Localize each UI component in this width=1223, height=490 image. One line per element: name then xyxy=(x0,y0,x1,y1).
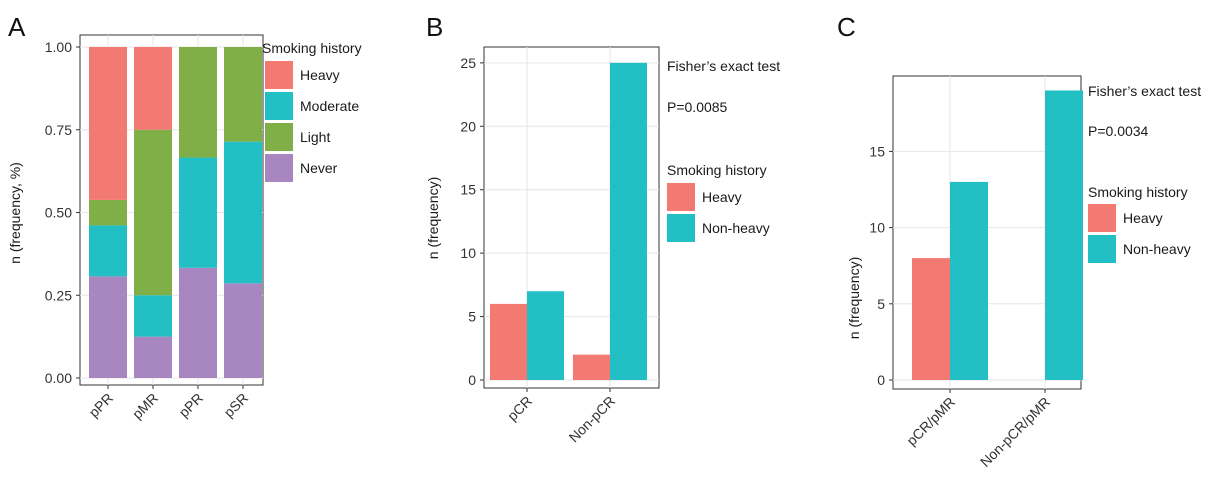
y-tick-label-b: 10 xyxy=(460,245,476,261)
y-tick-label-a: 0.25 xyxy=(45,287,72,303)
test-name-c: Fisher’s exact test xyxy=(1088,83,1201,99)
bar-a-heavy-1 xyxy=(89,47,127,200)
bar-a-moderate-2 xyxy=(134,295,172,337)
p-value-c: P=0.0034 xyxy=(1088,123,1149,139)
panel-b: B 0 5 10 15 20 25 pCR Non-pCR n (frequency) Fi… xyxy=(425,12,780,445)
bar-b-non-heavy-1 xyxy=(527,291,564,380)
p-value-b: P=0.0085 xyxy=(667,99,728,115)
bars-b xyxy=(490,62,647,380)
legend-key-c-heavy xyxy=(1088,204,1116,232)
x-ticks-b: pCR Non-pCR xyxy=(504,388,618,445)
y-tick-label-a: 0.50 xyxy=(45,205,72,221)
bar-a-light-2 xyxy=(134,129,172,296)
bar-b-heavy-2 xyxy=(573,354,610,380)
panel-a: A 0.00 0.25 0.50 0.75 1.00 pPR pMR pPR pSR n (f… xyxy=(7,12,362,422)
legend-key-a-heavy xyxy=(265,61,293,89)
legend-a: Smoking history Heavy Moderate Light Never xyxy=(262,40,362,182)
plot-area-b xyxy=(483,46,660,389)
y-tick-label-b: 25 xyxy=(460,55,476,71)
panel-letter-c: C xyxy=(837,12,856,42)
bar-a-moderate-3 xyxy=(179,157,217,268)
y-ticks-a: 0.00 0.25 0.50 0.75 1.00 xyxy=(45,39,80,386)
plot-area-a xyxy=(79,34,264,386)
bar-a-moderate-1 xyxy=(89,225,127,277)
x-tick-label-c: pCR/pMR xyxy=(903,394,958,449)
legend-label-c-heavy: Heavy xyxy=(1123,210,1163,226)
y-tick-label-b: 0 xyxy=(468,372,476,388)
x-tick-label-a: pSR xyxy=(221,390,252,421)
x-tick-label-c: Non-pCR/pMR xyxy=(977,394,1053,470)
y-tick-label-c: 10 xyxy=(869,220,885,236)
bar-b-non-heavy-2 xyxy=(610,62,647,380)
bar-a-never-3 xyxy=(179,267,217,378)
y-tick-label-b: 15 xyxy=(460,182,476,198)
bar-b-heavy-1 xyxy=(490,303,527,380)
x-ticks-c: pCR/pMR Non-pCR/pMR xyxy=(903,389,1053,470)
legend-title-c: Smoking history xyxy=(1088,184,1188,200)
legend-key-b-heavy xyxy=(667,183,695,211)
legend-title-a: Smoking history xyxy=(262,40,362,56)
y-ticks-b: 0 5 10 15 20 25 xyxy=(460,55,484,388)
y-axis-title-c: n (frequency) xyxy=(846,257,862,339)
bar-a-heavy-2 xyxy=(134,47,172,130)
legend-label-a-light: Light xyxy=(300,129,330,145)
bar-a-never-4 xyxy=(224,283,262,378)
y-ticks-c: 0 5 10 15 xyxy=(869,143,893,388)
legend-title-b: Smoking history xyxy=(667,162,767,178)
legend-key-a-light xyxy=(265,123,293,151)
x-ticks-a: pPR pMR pPR pSR xyxy=(86,385,252,422)
bar-c-non-heavy-1 xyxy=(950,181,988,380)
y-tick-label-c: 0 xyxy=(877,372,885,388)
bars-a xyxy=(89,47,262,378)
y-axis-title-a: n (frequency, %) xyxy=(7,162,23,264)
legend-label-b-heavy: Heavy xyxy=(702,189,742,205)
y-tick-label-a: 1.00 xyxy=(45,39,72,55)
bar-a-never-1 xyxy=(89,276,127,378)
legend-b: Smoking history Heavy Non-heavy xyxy=(667,162,770,242)
bar-a-never-2 xyxy=(134,336,172,378)
x-tick-label-a: pPR xyxy=(176,390,207,421)
test-name-b: Fisher’s exact test xyxy=(667,58,780,74)
x-tick-label-b: Non-pCR xyxy=(566,393,619,446)
bar-a-moderate-4 xyxy=(224,141,262,284)
legend-key-b-non-heavy xyxy=(667,214,695,242)
legend-key-c-non-heavy xyxy=(1088,235,1116,263)
bar-a-light-3 xyxy=(179,47,217,158)
y-axis-title-b: n (frequency) xyxy=(425,177,441,259)
legend-label-a-moderate: Moderate xyxy=(300,98,359,114)
legend-label-a-heavy: Heavy xyxy=(300,67,340,83)
y-tick-label-b: 5 xyxy=(468,309,476,325)
y-tick-label-c: 5 xyxy=(877,296,885,312)
bars-c xyxy=(912,90,1083,380)
legend-label-b-non-heavy: Non-heavy xyxy=(702,220,770,236)
legend-label-c-non-heavy: Non-heavy xyxy=(1123,241,1191,257)
x-tick-label-a: pMR xyxy=(129,390,161,422)
bar-a-light-4 xyxy=(224,47,262,142)
y-tick-label-b: 20 xyxy=(460,118,476,134)
y-tick-label-a: 0.75 xyxy=(45,122,72,138)
y-tick-label-c: 15 xyxy=(869,143,885,159)
bar-c-heavy-1 xyxy=(912,258,950,380)
y-tick-label-a: 0.00 xyxy=(45,370,72,386)
legend-key-a-never xyxy=(265,154,293,182)
legend-c: Smoking history Heavy Non-heavy xyxy=(1088,184,1191,263)
bar-a-light-1 xyxy=(89,199,127,226)
x-tick-label-a: pPR xyxy=(86,390,117,421)
panel-letter-b: B xyxy=(426,12,443,42)
bar-c-non-heavy-2 xyxy=(1045,90,1083,380)
legend-key-a-moderate xyxy=(265,92,293,120)
panel-letter-a: A xyxy=(8,12,26,42)
x-tick-label-b: pCR xyxy=(504,393,535,424)
panel-c: C 0 5 10 15 pCR/pMR Non-pCR/pMR n (frequency… xyxy=(837,12,1201,470)
legend-label-a-never: Never xyxy=(300,160,338,176)
